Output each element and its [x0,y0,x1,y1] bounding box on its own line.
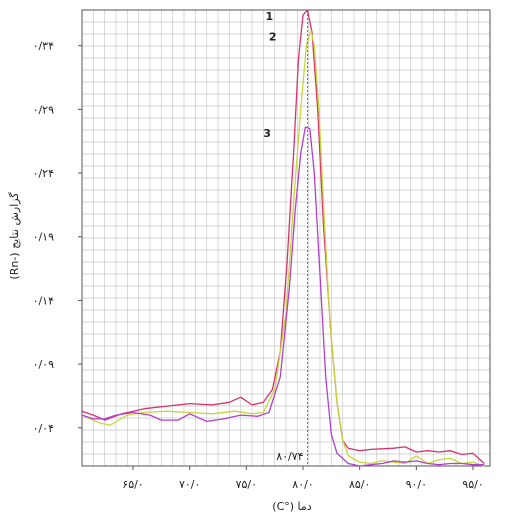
series-label-3: 3 [263,127,271,140]
x-axis-ticks: ۶۵/۰ ۷۰/۰ ۷۵/۰ ۸۰/۰ ۸۵/۰ ۹۰/۰ ۹۵/۰ [122,466,484,491]
x-tick-label: ۸۰/۰ [292,478,313,491]
y-tick-label: ۰/۰۴ [33,422,55,435]
peak-marker-label: ۸۰/۷۴ [276,450,303,463]
series-label-2: 2 [269,30,277,43]
y-tick-label: ۰/۱۹ [33,231,55,244]
peak-marker: ۸۰/۷۴ [276,10,308,466]
y-tick-label: ۰/۳۴ [33,40,55,53]
x-tick-label: ۹۰/۰ [406,478,427,491]
y-tick-label: ۰/۲۴ [33,167,55,180]
y-tick-label: ۰/۰۹ [33,358,55,371]
y-axis-label: گزارش نتایج (-Rn) [8,192,21,280]
plot-frame [81,9,491,467]
y-tick-label: ۰/۱۴ [33,294,55,307]
x-tick-label: ۹۵/۰ [462,478,483,491]
x-tick-label: ۷۵/۰ [236,478,257,491]
series-labels: 1 2 3 [263,10,276,140]
grid [81,9,491,467]
series-line-1 [81,9,485,464]
y-axis-ticks: ۰/۰۴ ۰/۰۹ ۰/۱۴ ۰/۱۹ ۰/۲۴ ۰/۲۹ ۰/۳۴ [33,40,82,435]
y-tick-label: ۰/۲۹ [33,103,55,116]
series-line-2 [81,29,485,467]
x-tick-label: ۶۵/۰ [122,478,143,491]
x-tick-label: ۷۰/۰ [179,478,200,491]
series-label-1: 1 [266,10,274,23]
x-axis-label: دما (°C) [272,500,312,513]
x-tick-label: ۸۵/۰ [349,478,370,491]
